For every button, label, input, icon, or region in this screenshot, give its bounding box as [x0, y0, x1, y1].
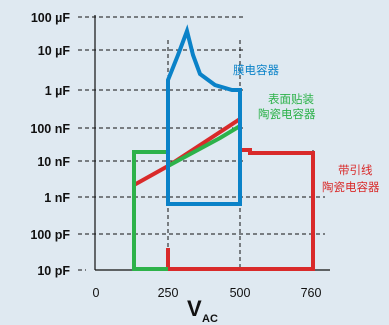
y-tick-label: 1 nF [44, 191, 70, 205]
y-tick-label: 10 µF [38, 44, 71, 58]
y-tick-label: 10 pF [37, 264, 70, 278]
y-tick-label: 10 nF [37, 155, 70, 169]
h-gridlines [78, 16, 325, 271]
film-capacitor-label: 膜电容器 [233, 63, 279, 77]
y-tick-labels: 100 µF 10 µF 1 µF 100 nF 10 nF 1 nF 100 … [30, 11, 70, 278]
x-axis-title-subscript: AC [202, 313, 218, 325]
smd-ceramic-label-line2: 陶瓷电容器 [258, 107, 316, 121]
x-axis-title-main: V [187, 296, 202, 321]
x-tick-label: 250 [158, 286, 179, 300]
x-tick-labels: 0 250 500 760 [93, 286, 322, 300]
film-capacitor-region [166, 24, 242, 206]
y-tick-label: 100 µF [31, 11, 71, 25]
smd-ceramic-label-line1: 表面贴装 [268, 92, 314, 106]
y-tick-label: 1 µF [45, 84, 71, 98]
x-tick-label: 0 [93, 286, 100, 300]
x-tick-label: 760 [301, 286, 322, 300]
leaded-ceramic-label-line1: 带引线 [338, 163, 373, 177]
leaded-ceramic-label-line2: 陶瓷电容器 [322, 180, 380, 194]
x-axis-title: V [187, 296, 202, 321]
x-tick-label: 500 [230, 286, 251, 300]
y-tick-label: 100 nF [30, 122, 70, 136]
y-tick-label: 100 pF [30, 228, 70, 242]
leaded-ceramic-region [133, 115, 315, 271]
